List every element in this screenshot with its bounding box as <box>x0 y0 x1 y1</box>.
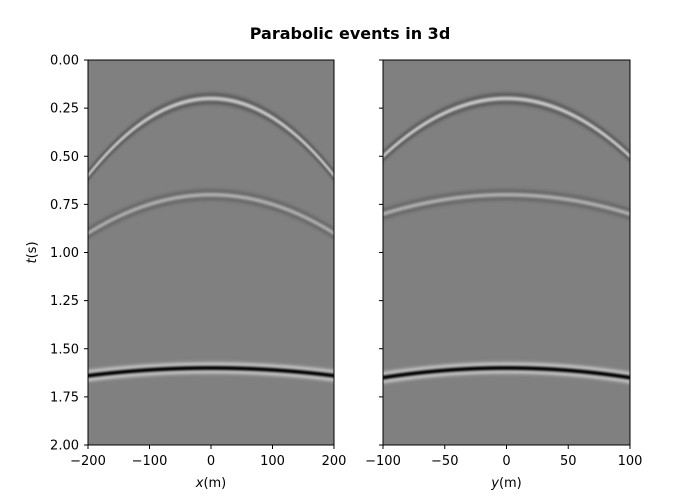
y-tick-label: 0.00 <box>50 54 79 69</box>
heatmap-image <box>383 60 630 445</box>
y-tick-label: 1.75 <box>50 390 79 405</box>
x-tick-label: 100 <box>260 454 285 469</box>
x-axis-label: x(m) <box>195 476 227 491</box>
panel-1: −200 −100 0 100 200 0.00 0.25 0.50 0.75 1.00 1.25 1… <box>25 54 346 492</box>
y-tick-label: 0.75 <box>50 198 79 213</box>
x-tick-label: 0 <box>207 454 215 469</box>
figure-title: Parabolic events in 3d <box>250 24 451 43</box>
y-tick-label: 1.00 <box>50 246 79 261</box>
x-tick-label: 0 <box>502 454 510 469</box>
x-tick-label: 200 <box>322 454 347 469</box>
y-tick-label: 1.50 <box>50 342 79 357</box>
x-tick-label: −100 <box>365 454 401 469</box>
panel-2: −100 −50 0 50 100 y(m) <box>365 59 643 491</box>
y-tick-label: 0.25 <box>50 102 79 117</box>
x-tick-label: 50 <box>560 454 577 469</box>
y-axis-label: t(s) <box>25 241 40 263</box>
x-axis-label: y(m) <box>490 476 522 491</box>
x-tick-label: −200 <box>70 454 106 469</box>
x-tick-label: −100 <box>132 454 168 469</box>
x-tick-label: −50 <box>431 454 458 469</box>
heatmap-image <box>88 60 334 445</box>
y-tick-label: 2.00 <box>50 439 79 454</box>
y-tick-label: 1.25 <box>50 294 79 309</box>
x-tick-label: 100 <box>618 454 643 469</box>
panels: −200 −100 0 100 200 0.00 0.25 0.50 0.75 1.00 1.25 1… <box>25 54 642 492</box>
y-tick-label: 0.50 <box>50 150 79 165</box>
